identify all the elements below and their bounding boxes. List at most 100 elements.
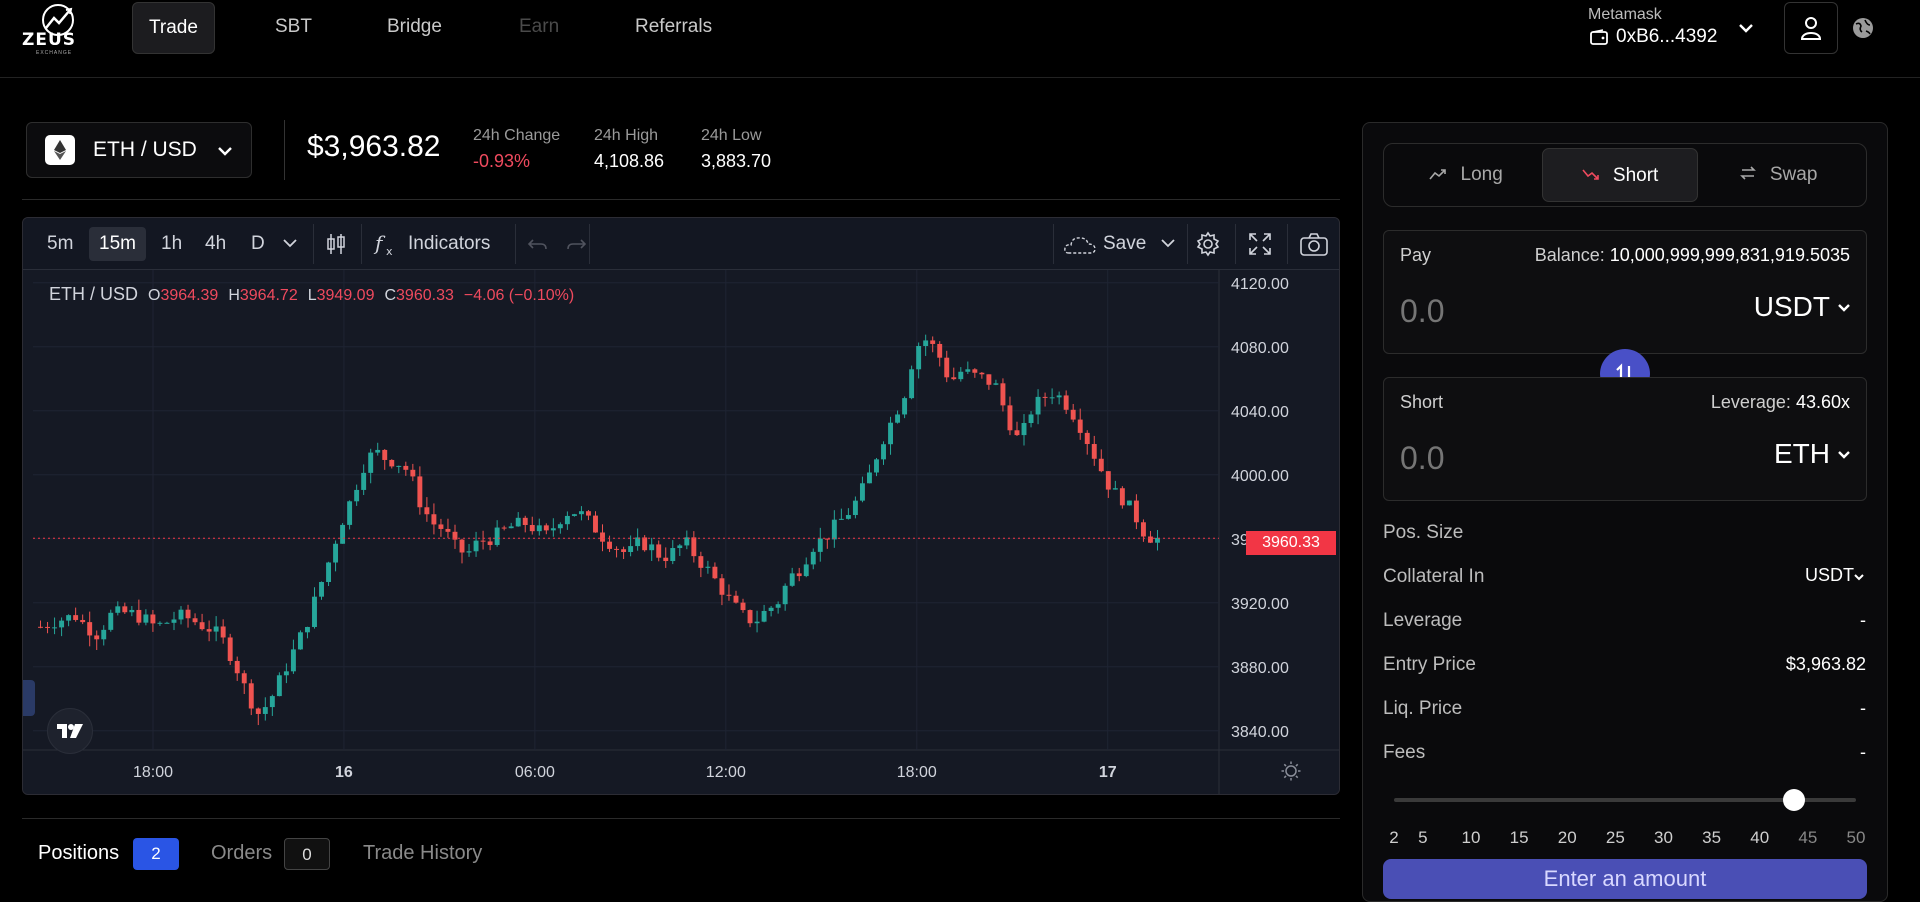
swap-arrows-icon	[1739, 166, 1756, 180]
indicators-button[interactable]: Indicators	[408, 233, 491, 254]
pair-selector[interactable]: ETH / USD	[26, 122, 252, 178]
candle-body	[951, 377, 957, 380]
candle-body	[845, 515, 851, 519]
candlestick-chart[interactable]: 4120.004080.004040.004000.003960.003920.…	[23, 270, 1339, 795]
short-token-select[interactable]: ETH	[1774, 438, 1852, 470]
candle-body	[52, 627, 58, 629]
row-leverage-label: Leverage	[1383, 610, 1463, 631]
divider	[515, 224, 516, 264]
enter-amount-button[interactable]: Enter an amount	[1383, 859, 1867, 899]
tradingview-logo[interactable]	[47, 708, 93, 754]
timeframe-15m[interactable]: 15m	[89, 227, 146, 261]
candle-body	[403, 465, 409, 470]
candle-body	[108, 612, 114, 630]
gear-icon[interactable]	[1195, 231, 1221, 257]
short-amount-input[interactable]	[1400, 440, 1660, 477]
tab-swap[interactable]: Swap	[1700, 148, 1856, 202]
stat-value: 4,108.86	[594, 151, 665, 171]
sidebar-toggle[interactable]	[23, 680, 35, 716]
nav-sbt[interactable]: SBT	[275, 16, 312, 37]
redo-icon[interactable]	[563, 231, 589, 257]
undo-icon[interactable]	[525, 231, 551, 257]
y-tick-label: 3920.00	[1231, 596, 1289, 613]
tab-long[interactable]: Long	[1388, 148, 1544, 202]
stat-label: 24h High	[594, 127, 659, 144]
leverage-tick-label[interactable]: 50	[1846, 828, 1866, 847]
candle-body	[930, 340, 936, 344]
globe-icon[interactable]	[1851, 16, 1875, 40]
pay-token-select[interactable]: USDT	[1754, 291, 1852, 323]
divider	[313, 224, 314, 264]
account-button[interactable]	[1784, 2, 1838, 54]
row-collateral-label: Collateral In	[1383, 566, 1485, 587]
cloud-icon[interactable]	[1063, 231, 1097, 257]
leverage-tick-label[interactable]: 30	[1654, 828, 1673, 847]
leverage-tick-label[interactable]: 35	[1702, 828, 1722, 847]
leverage-tick-label[interactable]: 2	[1389, 828, 1399, 847]
nav-referrals[interactable]: Referrals	[635, 16, 713, 37]
candle-body	[564, 515, 570, 525]
leverage-slider-thumb[interactable]	[1783, 789, 1806, 811]
zeus-logo[interactable]	[20, 2, 96, 56]
candle-body	[347, 501, 353, 525]
leverage-tick-label[interactable]: 5	[1418, 828, 1428, 847]
x-tick-label: 16	[335, 764, 353, 781]
wallet-address-button[interactable]: 0xB6...4392	[1590, 26, 1717, 48]
timeframe-4h[interactable]: 4h	[205, 233, 227, 254]
leverage-tick-label[interactable]: 45	[1798, 828, 1818, 847]
tab-short[interactable]: Short	[1542, 148, 1698, 202]
nav-bridge[interactable]: Bridge	[387, 16, 442, 37]
candle-body	[733, 595, 739, 603]
leverage-tick-label[interactable]: 15	[1509, 828, 1529, 847]
candle-body	[389, 459, 395, 467]
camera-icon[interactable]	[1299, 231, 1329, 257]
leverage-tick-label[interactable]: 40	[1750, 828, 1770, 847]
candle-body	[178, 609, 184, 620]
divider	[1287, 224, 1288, 264]
divider	[1053, 224, 1054, 264]
chevron-down-icon[interactable]	[1736, 18, 1756, 38]
leverage-tick-label[interactable]: 25	[1605, 828, 1625, 847]
chevron-down-icon[interactable]	[1852, 570, 1866, 584]
balance-display: Balance: 10,000,999,999,831,919.5035	[1535, 245, 1850, 266]
nav-trade[interactable]: Trade	[132, 2, 215, 54]
candle-body	[150, 614, 156, 624]
legend-low: 3949.09	[316, 287, 375, 304]
candles-icon[interactable]	[323, 231, 349, 257]
divider	[22, 818, 1340, 819]
leverage-tick-label[interactable]: 10	[1461, 828, 1481, 847]
pay-amount-input[interactable]	[1400, 293, 1660, 330]
tab-positions[interactable]: Positions	[38, 842, 120, 864]
candle-body	[164, 622, 170, 624]
x-tick-label: 18:00	[897, 764, 937, 781]
candle-body	[501, 527, 507, 529]
candle-body	[1148, 536, 1153, 543]
tab-orders[interactable]: Orders	[211, 842, 273, 864]
candle-body	[909, 369, 915, 399]
candle-body	[754, 621, 760, 624]
short-token-label: ETH	[1774, 438, 1830, 469]
candle-body	[838, 518, 844, 520]
timeframe-1h[interactable]: 1h	[161, 233, 183, 254]
timeframe-5m[interactable]: 5m	[47, 233, 74, 254]
candle-body	[810, 551, 816, 565]
tab-trade-history[interactable]: Trade History	[363, 842, 483, 864]
candle-body	[136, 609, 142, 623]
chevron-down-icon[interactable]	[281, 234, 299, 252]
candle-body	[1155, 537, 1160, 543]
save-button[interactable]: Save	[1103, 233, 1147, 254]
leverage-slider[interactable]	[1394, 798, 1856, 802]
row-collateral-value[interactable]: USDT	[1805, 565, 1854, 585]
nav-earn[interactable]: Earn	[519, 16, 560, 37]
fullscreen-icon[interactable]	[1247, 231, 1273, 257]
candle-body	[438, 524, 444, 529]
theme-toggle-icon[interactable]	[1281, 761, 1301, 781]
candle-body	[1126, 500, 1132, 506]
leverage-tick-label[interactable]: 20	[1557, 828, 1577, 847]
timeframe-d[interactable]: D	[251, 233, 265, 254]
balance-value: 10,000,999,999,831,919.5035	[1609, 245, 1850, 265]
chevron-down-icon[interactable]	[1159, 234, 1177, 252]
candle-body	[543, 525, 549, 531]
